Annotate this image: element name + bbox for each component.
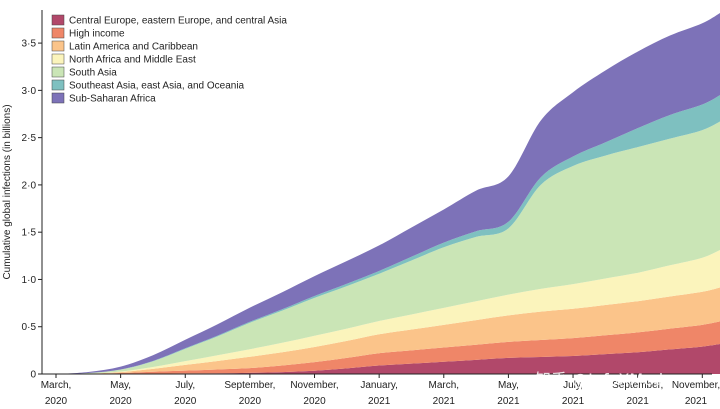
x-tick-label: September, [612, 380, 663, 391]
x-tick-label: 2021 [627, 396, 650, 407]
legend-label: High income [69, 29, 125, 40]
y-tick-label: 0·5 [22, 322, 37, 333]
x-tick-label: January, [360, 380, 398, 391]
y-tick-label: 2·0 [22, 180, 37, 191]
legend-swatch [51, 27, 65, 39]
area-series-7 [56, 12, 720, 374]
x-tick-label: 2020 [45, 396, 68, 407]
x-tick-label: May, [498, 380, 519, 391]
x-tick-label: 2020 [303, 396, 326, 407]
area-series-1 [56, 344, 720, 375]
x-tick-label: 2020 [239, 396, 262, 407]
x-tick-label: 2020 [110, 396, 133, 407]
legend-swatch [51, 53, 65, 65]
x-tick-label: July, [175, 380, 195, 391]
area-series-group [56, 12, 720, 375]
area-series-5 [56, 121, 720, 374]
legend-swatch [51, 14, 65, 26]
legend-label: Sub-Saharan Africa [69, 94, 156, 105]
y-tick-label: 1·5 [22, 228, 37, 239]
y-ticks-group: 0 0·5 1·0 1·5 2·0 2·5 3·0 3·5 [22, 39, 42, 381]
x-ticks-group: March, 2020 May, 2020 July, 2020 September, 202… [41, 374, 720, 407]
legend-label: Latin America and Caribbean [69, 42, 198, 53]
x-tick-label: May, [110, 380, 131, 391]
x-tick-label: November, [290, 380, 338, 391]
area-series-2 [56, 321, 720, 375]
y-axis-title: Cumulative global infections (in billion… [2, 104, 13, 279]
x-tick-label: 2020 [174, 396, 197, 407]
y-tick-label: 3·0 [22, 86, 37, 97]
legend: Central Europe, eastern Europe, and cent… [51, 14, 287, 105]
x-tick-label: 2021 [562, 396, 585, 407]
x-tick-label: July, [563, 380, 583, 391]
legend-swatch [51, 79, 65, 91]
x-tick-label: November, [672, 380, 720, 391]
legend-label: South Asia [69, 68, 117, 79]
legend-label: North Africa and Middle East [69, 55, 196, 66]
x-tick-label: September, [224, 380, 275, 391]
y-tick-label: 0 [30, 370, 36, 381]
y-tick-label: 3·5 [22, 39, 37, 50]
legend-swatch [51, 66, 65, 78]
x-tick-label: March, [41, 380, 72, 391]
x-tick-label: 2021 [685, 396, 708, 407]
y-tick-label: 2·5 [22, 133, 37, 144]
x-tick-label: 2021 [368, 396, 391, 407]
x-tick-label: March, [429, 380, 460, 391]
x-tick-label: 2021 [433, 396, 456, 407]
legend-label: Southeast Asia, east Asia, and Oceania [69, 81, 245, 92]
legend-swatch [51, 40, 65, 52]
watermark-text: 知乎 @InfoXMed [535, 370, 663, 389]
x-tick-label: 2021 [497, 396, 520, 407]
legend-swatch [51, 92, 65, 104]
axes-group [41, 10, 712, 375]
area-series-3 [56, 287, 720, 374]
y-tick-label: 1·0 [22, 275, 37, 286]
area-series-6 [56, 95, 720, 374]
legend-label: Central Europe, eastern Europe, and cent… [69, 16, 287, 27]
